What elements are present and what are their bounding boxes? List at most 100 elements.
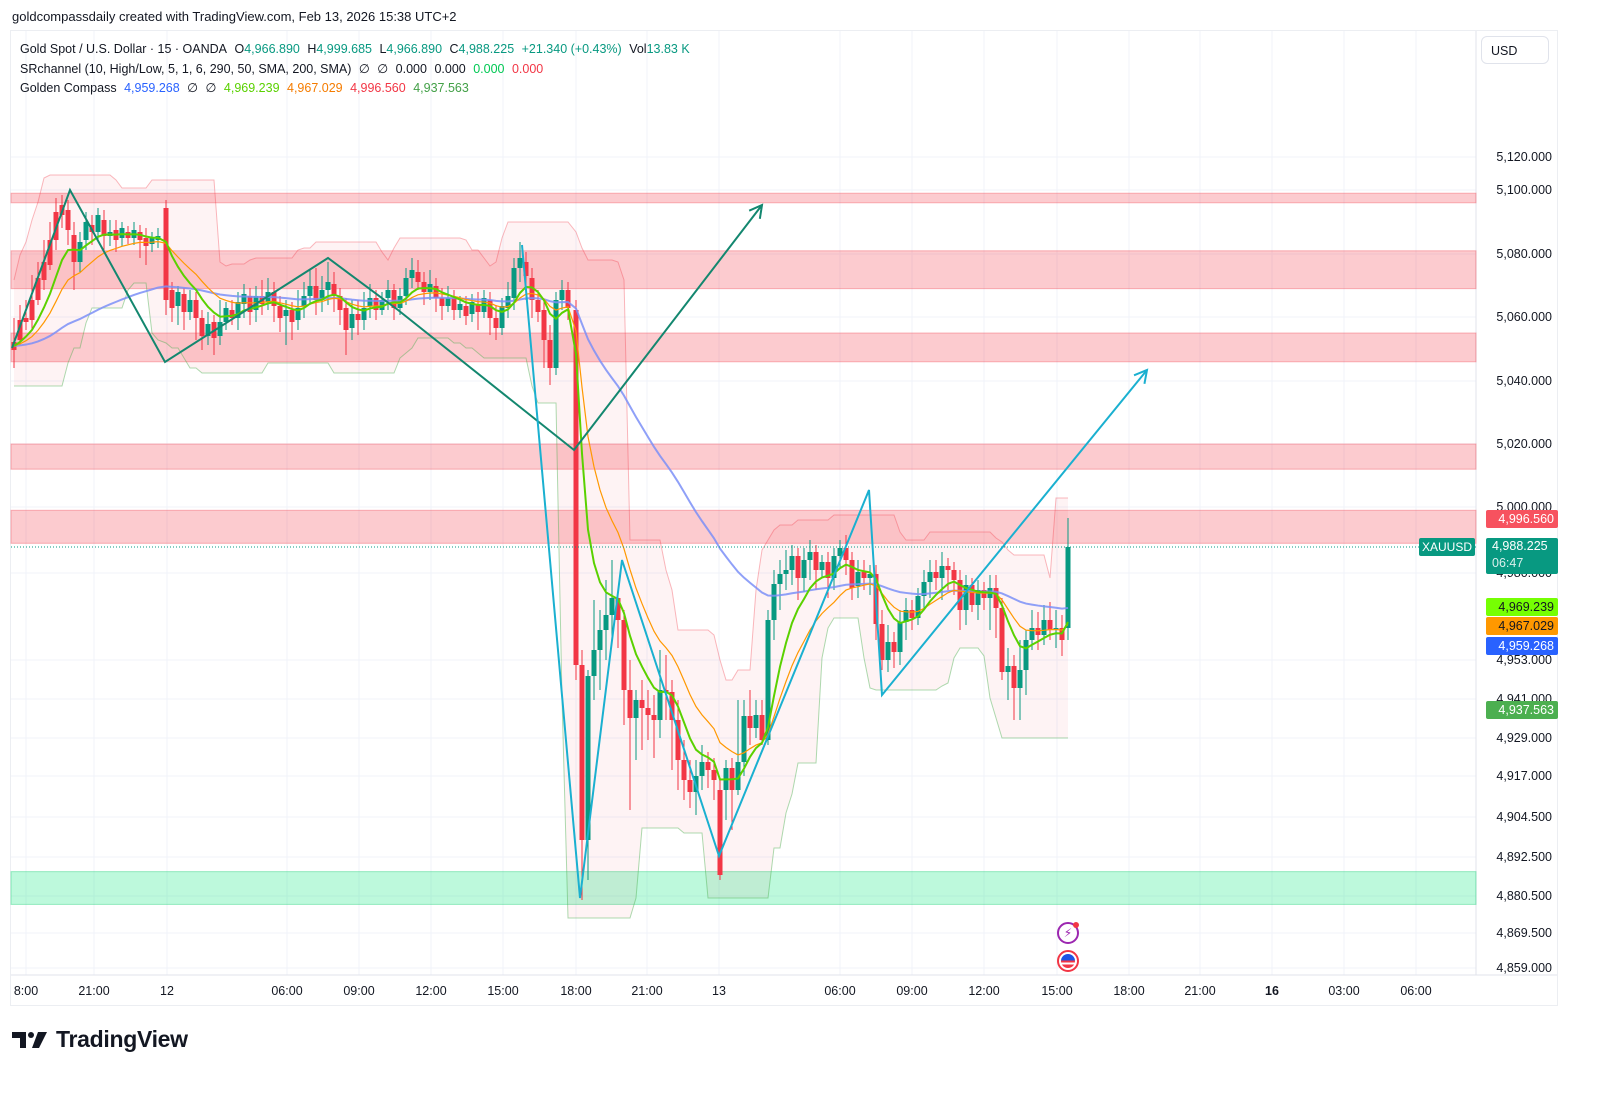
candle <box>169 290 175 308</box>
candle <box>35 278 41 300</box>
candle <box>47 240 53 265</box>
gc-upper-value: 4,996.560 <box>350 81 406 95</box>
candle <box>651 715 657 720</box>
candle <box>415 272 421 282</box>
candle <box>855 572 861 586</box>
candle <box>681 760 687 780</box>
resistance-zone <box>10 192 1477 204</box>
high-label: H <box>307 42 317 56</box>
candle <box>783 570 789 574</box>
candle <box>451 298 457 310</box>
candle <box>541 310 547 340</box>
gc-na-2: ∅ <box>205 81 217 95</box>
sr-zones <box>10 192 1477 905</box>
candle <box>849 560 855 588</box>
candle <box>705 762 711 770</box>
candle <box>247 296 253 312</box>
time-label: 21:00 <box>1184 984 1216 998</box>
open-value: 4,966.890 <box>244 42 300 56</box>
candle <box>163 208 169 300</box>
resistance-zone <box>10 509 1477 544</box>
candle <box>199 318 205 336</box>
indicator-lines <box>11 233 1476 781</box>
candle <box>119 228 125 238</box>
candle <box>891 642 897 652</box>
zigzag-drawings <box>11 187 1149 899</box>
candle <box>915 596 921 618</box>
candle <box>897 622 903 652</box>
candle <box>1005 666 1011 672</box>
candle <box>301 296 307 306</box>
indicator-price-tag: 4,996.560 <box>1486 510 1558 528</box>
candle <box>711 770 717 780</box>
candle <box>277 306 283 318</box>
candle <box>193 300 199 318</box>
price-label: 5,020.000 <box>1496 437 1552 451</box>
srchannel-title: SRchannel (10, High/Low, 5, 1, 6, 290, 5… <box>20 61 352 76</box>
low-value: 4,966.890 <box>386 42 443 56</box>
candle <box>831 556 837 578</box>
legend-symbol-row[interactable]: Gold Spot / U.S. Dollar · 15 · OANDA O4,… <box>20 40 694 60</box>
resistance-zone <box>10 332 1477 363</box>
candle <box>741 716 747 762</box>
candle <box>861 572 867 578</box>
symbol-tag: XAUUSD <box>1419 538 1475 556</box>
candle <box>945 566 951 570</box>
candle <box>403 278 409 296</box>
candle <box>469 302 475 314</box>
candle <box>1017 670 1023 688</box>
band-fill <box>14 175 1068 918</box>
tradingview-logo[interactable]: TradingView <box>12 1026 188 1053</box>
candle <box>1065 547 1071 628</box>
candle <box>313 286 319 300</box>
low-label: L <box>379 42 387 56</box>
candle <box>175 292 181 306</box>
candle <box>445 298 451 306</box>
price-label: 4,929.000 <box>1496 731 1552 745</box>
candle <box>927 572 933 582</box>
candle <box>391 290 397 308</box>
candle <box>585 676 591 840</box>
us-economic-event-icon[interactable] <box>1057 950 1079 972</box>
candle <box>795 556 801 578</box>
legend-golden-compass-row[interactable]: Golden Compass 4,959.268 ∅ ∅ 4,969.239 4… <box>20 79 694 99</box>
candle <box>1041 620 1047 635</box>
candle <box>939 566 945 578</box>
currency-button[interactable]: USD <box>1481 36 1549 64</box>
candle <box>499 306 505 328</box>
candle <box>319 290 325 300</box>
candle <box>241 294 247 304</box>
candle <box>71 235 77 262</box>
volume-value: 13.83 K <box>646 42 690 56</box>
price-label: 4,953.000 <box>1496 653 1552 667</box>
time-label: 12 <box>160 984 174 998</box>
candle <box>379 300 385 310</box>
price-label: 5,060.000 <box>1496 310 1552 324</box>
candle <box>41 262 47 280</box>
candle <box>843 548 849 560</box>
change-value: +21.340 (+0.43%) <box>521 42 622 56</box>
candle <box>523 262 529 276</box>
time-label: 06:00 <box>1400 984 1432 998</box>
candle <box>149 238 155 244</box>
symbol-title: Gold Spot / U.S. Dollar · 15 · OANDA <box>20 42 228 56</box>
earnings-event-icon[interactable]: ⚡ <box>1057 922 1079 944</box>
candle <box>361 308 367 320</box>
fast-ma-line <box>13 233 1069 781</box>
indicator-price-tag: 4,967.029 <box>1486 617 1558 635</box>
candle <box>223 308 229 322</box>
candle <box>777 574 783 584</box>
candle <box>205 324 211 336</box>
grid-lines <box>11 31 1557 976</box>
time-label: 12:00 <box>968 984 1000 998</box>
close-label: C <box>449 42 459 56</box>
green-zigzag-projection-arrowhead <box>748 203 764 219</box>
legend-srchannel-row[interactable]: SRchannel (10, High/Low, 5, 1, 6, 290, 5… <box>20 60 694 80</box>
candle <box>765 620 771 740</box>
candle <box>1011 666 1017 688</box>
indicator-price-tag: 4,937.563 <box>1486 701 1558 719</box>
time-label: 09:00 <box>343 984 375 998</box>
volume-label: Vol <box>629 42 647 56</box>
time-label: 15:00 <box>487 984 519 998</box>
